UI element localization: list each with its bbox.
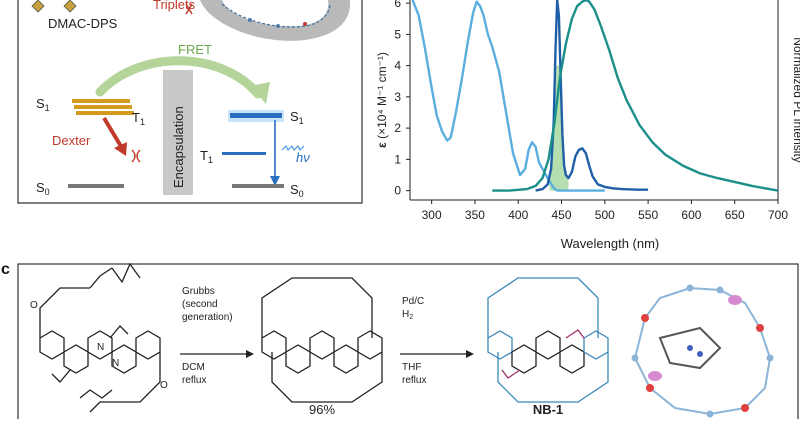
dexter-label: Dexter: [52, 133, 91, 148]
s0-right-level: [232, 184, 284, 188]
t1-right-label: T1: [200, 148, 213, 165]
step2-reagents: Pd/C H2 THF reflux: [402, 296, 426, 386]
x-tick-label: 450: [552, 208, 572, 222]
encapsulation-bar: [163, 70, 193, 195]
synthesis-scheme: c O N N O Grubbs (second generation) DCM…: [1, 261, 799, 424]
dexter-arrow: [102, 116, 124, 150]
x-tick-label: 650: [725, 208, 745, 222]
x-tick-label: 700: [768, 208, 788, 222]
panel-c: c O N N O Grubbs (second generation) DCM…: [0, 258, 800, 424]
o-label: O: [30, 300, 38, 311]
x-axis-label: Wavelength (nm): [561, 236, 660, 251]
emission-curve: [492, 0, 779, 192]
y-axis-right-label: Normalized PL intensity: [791, 37, 800, 163]
step1-reagents: Grubbs (second generation) DCM reflux: [182, 286, 233, 386]
t1-left-label: T1: [132, 110, 145, 127]
svg-text:generation): generation): [182, 312, 233, 323]
macrocycle-molecule: [261, 277, 383, 403]
yield-1: 96%: [309, 402, 335, 417]
triplets-label: Triplets: [153, 0, 196, 12]
x-tick-label: 350: [465, 208, 485, 222]
n-label: N: [97, 342, 104, 353]
product-name: NB-1: [533, 402, 563, 417]
encapsulation-label: Encapsulation: [171, 106, 186, 188]
panel-b: 0 1 2 3 4 5 6 300 350 400 450 500 550 600 650 700 ε (×1…: [370, 0, 800, 258]
hv-label: hν: [296, 150, 310, 165]
nb1-molecule: [487, 277, 609, 403]
svg-text:Grubbs: Grubbs: [182, 286, 215, 297]
x-tick-label: 550: [638, 208, 658, 222]
s1-left-level: [72, 99, 130, 103]
y-tick-label: 0: [394, 184, 401, 198]
host-ring-illustration: [185, 0, 351, 41]
svg-text:THF: THF: [402, 362, 421, 373]
panel-a: DMAC-DPS Triplets FRET S1 T1 Dexter S0 E…: [0, 0, 370, 205]
dmac-dps-molecule-icon: [31, 0, 77, 13]
crystal-structure-illustration: [631, 284, 774, 418]
x-tick-label: 500: [595, 208, 615, 222]
y-tick-label: 6: [394, 0, 401, 10]
svg-text:DCM: DCM: [182, 362, 205, 373]
y-tick-label: 1: [394, 152, 401, 166]
precursor-molecule: [39, 262, 161, 413]
y-tick-label: 2: [394, 121, 401, 135]
n-label: N: [112, 358, 119, 369]
s0-right-label: S0: [290, 182, 304, 199]
svg-text:reflux: reflux: [182, 375, 206, 386]
y-axis-left-label: ε (×10⁴ M⁻¹ cm⁻¹): [375, 52, 389, 148]
x-tick-label: 600: [681, 208, 701, 222]
s0-left-level: [68, 184, 124, 188]
svg-text:Pd/C: Pd/C: [402, 296, 424, 307]
svg-text:(second: (second: [182, 299, 218, 310]
x-tick-label: 300: [422, 208, 442, 222]
x-tick-label: 400: [508, 208, 528, 222]
compound-label: DMAC-DPS: [48, 16, 118, 31]
y-tick-label: 3: [394, 90, 401, 104]
y-tick-label: 4: [394, 59, 401, 73]
spectra-chart: 0 1 2 3 4 5 6 300 350 400 450 500 550 600 650 700 ε (×1…: [375, 0, 800, 251]
s1-right-level: [230, 113, 282, 118]
fret-label: FRET: [178, 42, 212, 57]
svg-text:reflux: reflux: [402, 375, 426, 386]
t1-right-level: [222, 152, 266, 155]
s1-right-label: S1: [290, 109, 304, 126]
o-label: O: [160, 380, 168, 391]
panel-c-label: c: [1, 261, 10, 278]
s1-left-label: S1: [36, 96, 50, 113]
s0-left-label: S0: [36, 180, 50, 197]
scheme-frame: [17, 263, 799, 424]
absorption-curve-nb1: [535, 0, 649, 192]
absorption-curve-host: [411, 0, 605, 192]
panel-a-diagram: DMAC-DPS Triplets FRET S1 T1 Dexter S0 E…: [17, 0, 363, 204]
fret-arrow: [95, 56, 263, 99]
svg-text:H2: H2: [402, 309, 413, 321]
y-tick-label: 5: [394, 27, 401, 41]
